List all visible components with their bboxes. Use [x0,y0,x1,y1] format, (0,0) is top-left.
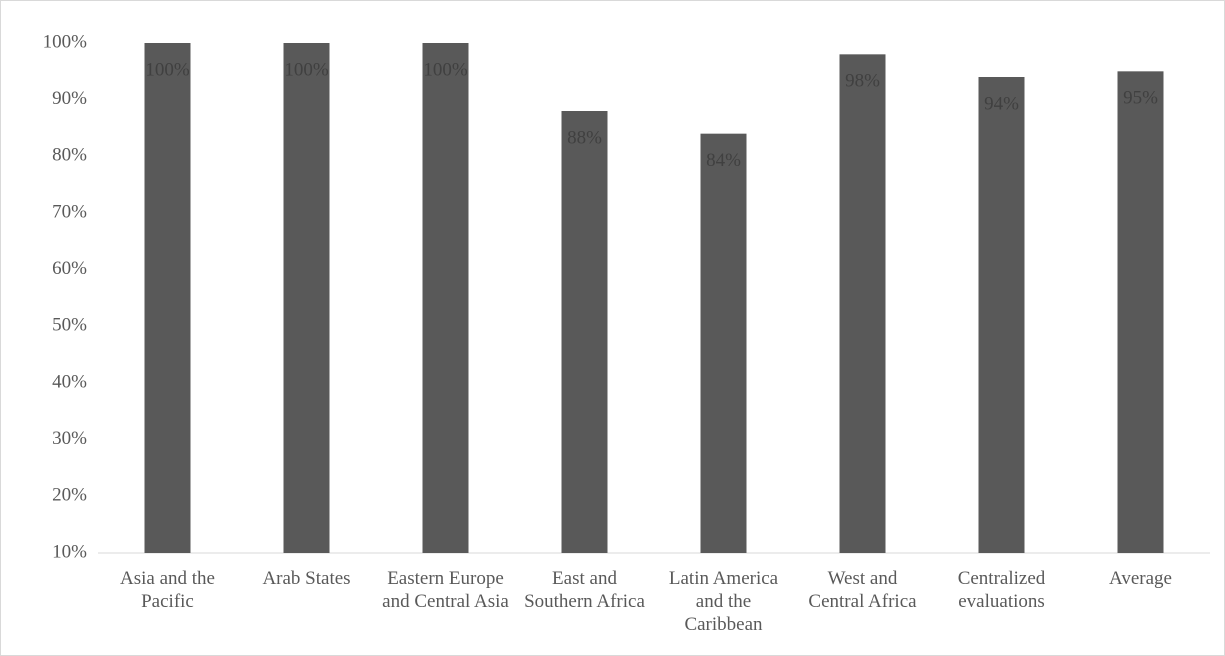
bar [839,54,886,553]
x-tick-label: Centralized evaluations [957,568,1046,612]
bar [978,77,1025,553]
data-label: 94% [984,93,1019,114]
x-tick-label: East and Southern Africa [524,568,645,612]
data-label: 95% [1123,88,1158,109]
y-tick-label: 60% [52,258,87,279]
x-tick-label: Asia and the Pacific [120,568,215,612]
data-label: 100% [145,59,190,80]
y-tick-label: 50% [52,315,87,336]
x-tick-label: Eastern Europe and Central Asia [382,568,509,612]
y-tick-label: 100% [43,31,88,52]
y-tick-label: 80% [52,145,87,166]
y-tick-label: 70% [52,201,87,222]
data-label: 100% [423,59,468,80]
bar [1117,71,1164,553]
y-tick-label: 90% [52,88,87,109]
data-label: 88% [567,127,602,148]
x-tick-label: West and Central Africa [808,568,917,612]
bar [283,43,330,553]
data-label: 100% [284,59,329,80]
y-tick-label: 30% [52,428,87,449]
x-tick-label: Latin America and the Caribbean [668,568,779,635]
y-tick-label: 10% [52,541,87,562]
bar [422,43,469,553]
bar [561,111,608,553]
x-tick-label: Average [1109,568,1172,589]
bar [700,133,747,553]
x-tick-label: Arab States [262,568,351,589]
bar [144,43,191,553]
y-tick-label: 40% [52,371,87,392]
y-tick-label: 20% [52,485,87,506]
data-label: 98% [845,71,880,92]
data-label: 84% [706,150,741,171]
